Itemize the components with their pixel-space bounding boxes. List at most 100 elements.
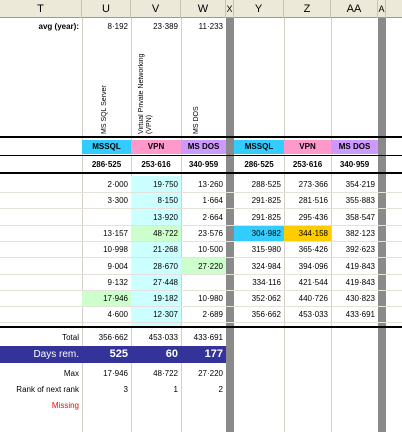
cell-msdos-row-4[interactable]: 23·576 <box>198 229 223 238</box>
cell-msdos-row-1[interactable]: 13·260 <box>198 180 223 189</box>
days-label: Days rem. <box>33 349 79 360</box>
cell-vpn-cum-row-6[interactable]: 394·096 <box>298 262 328 271</box>
cell-mssql-cum-row-9[interactable]: 356·662 <box>251 310 281 319</box>
rank-label: Rank of next rank <box>16 385 79 394</box>
cell-vpn-cum-row-8[interactable]: 440·726 <box>298 294 328 303</box>
total-mssql: 356·662 <box>98 333 128 342</box>
cell-msdos-cum-row-8[interactable]: 430·823 <box>345 294 375 303</box>
days-vpn: 60 <box>165 348 178 360</box>
cell-mssql-row-2[interactable]: 3·300 <box>107 196 128 205</box>
rank-mssql: 3 <box>123 385 128 394</box>
column-header-bar: T U V W X Y Z AA A <box>0 0 402 18</box>
total-label: Total <box>62 333 79 342</box>
max-label: Max <box>63 369 79 378</box>
cell-mssql-cum-row-1[interactable]: 288·525 <box>251 180 281 189</box>
days-mssql: 525 <box>109 348 128 360</box>
start-total-mssql: 286·525 <box>91 160 122 169</box>
total-msdos: 433·691 <box>193 333 223 342</box>
start-total-vpn: 253·616 <box>141 160 171 169</box>
cell-msdos-row-8[interactable]: 10·980 <box>198 294 223 303</box>
start-total-msdos-2: 340·959 <box>339 160 370 169</box>
cell-vpn-row-9[interactable]: 12·307 <box>153 310 178 319</box>
name-msdos-2: MS DOS <box>338 142 371 151</box>
cell-msdos-cum-row-7[interactable]: 419·843 <box>345 278 375 287</box>
rank-vpn: 1 <box>173 385 178 394</box>
column-header-U[interactable]: U <box>82 0 131 18</box>
max-vpn: 48·722 <box>153 369 178 378</box>
cell-msdos-cum-row-9[interactable]: 433·691 <box>345 310 375 319</box>
cell-vpn-row-8[interactable]: 19·182 <box>153 294 178 303</box>
cell-vpn-row-7[interactable]: 27·448 <box>153 278 178 287</box>
cell-msdos-row-5[interactable]: 10·500 <box>198 245 223 254</box>
cell-msdos-cum-row-2[interactable]: 355·883 <box>345 196 375 205</box>
start-total-vpn-2: 253·616 <box>292 160 323 169</box>
days-msdos: 177 <box>204 348 223 360</box>
column-header-Z[interactable]: Z <box>284 0 331 18</box>
cell-vpn-row-4[interactable]: 48·722 <box>153 229 178 238</box>
avg-value-msdos: 11·233 <box>198 22 223 31</box>
cell-vpn-cum-row-2[interactable]: 281·516 <box>298 196 328 205</box>
cell-msdos-cum-row-5[interactable]: 392·623 <box>345 245 375 254</box>
name-mssql-2: MSSQL <box>244 142 274 151</box>
cell-vpn-row-5[interactable]: 21·268 <box>153 245 178 254</box>
name-msdos: MS DOS <box>187 142 220 151</box>
column-header-A[interactable]: A <box>378 0 386 18</box>
days-remaining-bar <box>0 346 226 363</box>
cell-mssql-row-8[interactable]: 17·946 <box>103 294 128 303</box>
cell-vpn-cum-row-1[interactable]: 273·366 <box>298 180 328 189</box>
cell-msdos-cum-row-4[interactable]: 382·123 <box>345 229 375 238</box>
column-header-AA[interactable]: AA <box>331 0 378 18</box>
cell-mssql-row-6[interactable]: 9·004 <box>107 262 128 271</box>
cell-msdos-row-2[interactable]: 1·664 <box>202 196 223 205</box>
cell-vpn-cum-row-7[interactable]: 421·544 <box>298 278 328 287</box>
cell-vpn-row-3[interactable]: 13·920 <box>153 213 178 222</box>
cell-vpn-row-1[interactable]: 19·750 <box>153 180 178 189</box>
cell-mssql-cum-row-2[interactable]: 291·825 <box>251 196 281 205</box>
column-header-X[interactable]: X <box>226 0 234 18</box>
cell-mssql-row-1[interactable]: 2·000 <box>107 180 128 189</box>
total-vpn: 453·033 <box>148 333 178 342</box>
start-total-msdos: 340·959 <box>188 160 219 169</box>
column-header-T[interactable]: T <box>0 0 82 18</box>
cell-mssql-cum-row-8[interactable]: 352·062 <box>251 294 281 303</box>
cell-msdos-cum-row-3[interactable]: 358·547 <box>345 213 375 222</box>
name-vpn: VPN <box>147 142 165 151</box>
cell-vpn-cum-row-3[interactable]: 295·436 <box>298 213 328 222</box>
cell-msdos-row-3[interactable]: 2·664 <box>202 213 223 222</box>
cell-mssql-row-3[interactable] <box>82 211 131 224</box>
cell-mssql-cum-row-4[interactable]: 304·982 <box>251 229 281 238</box>
cell-msdos-row-7[interactable] <box>181 276 226 289</box>
max-msdos: 27·220 <box>198 369 223 378</box>
cell-msdos-cum-row-6[interactable]: 419·843 <box>345 262 375 271</box>
name-mssql: MSSQL <box>92 142 121 151</box>
missing-label: Missing <box>51 401 79 410</box>
cell-mssql-cum-row-5[interactable]: 315·980 <box>251 245 281 254</box>
cell-vpn-cum-row-5[interactable]: 365·426 <box>298 245 328 254</box>
cell-mssql-row-5[interactable]: 10·998 <box>103 245 128 254</box>
cell-mssql-row-4[interactable]: 13·157 <box>103 229 128 238</box>
column-header-V[interactable]: V <box>131 0 181 18</box>
cell-mssql-cum-row-3[interactable]: 291·825 <box>251 213 281 222</box>
cell-msdos-cum-row-1[interactable]: 354·219 <box>345 180 375 189</box>
vertical-label-vpn: Virtual Private Networking (VPN) <box>138 53 153 134</box>
column-header-Y[interactable]: Y <box>234 0 284 18</box>
vertical-label-mssql: MS SQL Server <box>101 85 108 134</box>
avg-value-mssql: 8·192 <box>107 22 128 31</box>
name-vpn-2: VPN <box>299 142 316 151</box>
rank-msdos: 2 <box>218 385 223 394</box>
cell-mssql-row-7[interactable]: 9·132 <box>107 278 128 287</box>
cell-msdos-row-6[interactable]: 27·220 <box>198 262 223 271</box>
cell-mssql-row-9[interactable]: 4·600 <box>107 310 128 319</box>
column-header-W[interactable]: W <box>181 0 226 18</box>
cell-vpn-cum-row-9[interactable]: 453·033 <box>298 310 328 319</box>
cell-vpn-row-6[interactable]: 28·670 <box>153 262 178 271</box>
cell-mssql-cum-row-6[interactable]: 324·984 <box>251 262 281 271</box>
cell-vpn-row-2[interactable]: 8·150 <box>157 196 178 205</box>
max-mssql: 17·946 <box>103 369 128 378</box>
cell-vpn-cum-row-4[interactable]: 344·158 <box>298 229 328 238</box>
cell-mssql-cum-row-7[interactable]: 334·116 <box>252 278 281 287</box>
cell-msdos-row-9[interactable]: 2·689 <box>202 310 223 319</box>
avg-label: avg (year): <box>38 22 79 31</box>
vertical-label-msdos: MS DOS <box>193 106 200 134</box>
